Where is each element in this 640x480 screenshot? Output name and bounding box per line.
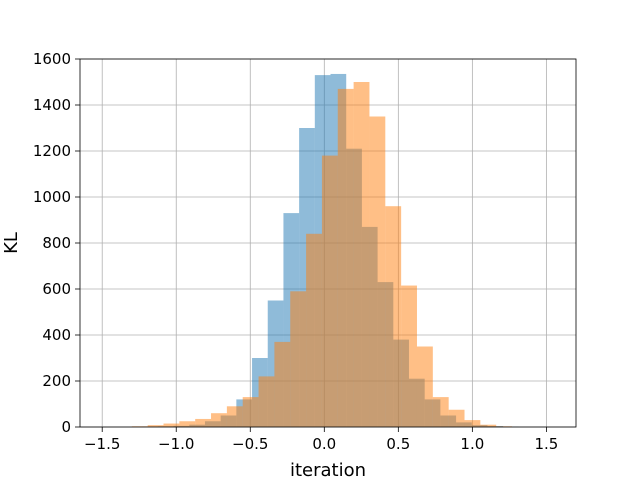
- x-tick-label: −0.5: [232, 435, 268, 453]
- x-axis-ticks: −1.5 −1.0 −0.5 0.0 0.5 1.0 1.5: [84, 427, 558, 453]
- x-tick-label: 0.0: [312, 435, 336, 453]
- histogram-bar-series-2: [416, 346, 433, 427]
- x-axis-label: iteration: [290, 460, 366, 480]
- histogram-bar-series-2: [163, 423, 180, 427]
- x-tick-label: 1.5: [534, 435, 558, 453]
- y-tick-label: 0: [61, 418, 71, 436]
- histogram-bar-series-2: [211, 413, 227, 427]
- y-tick-label: 200: [42, 372, 71, 390]
- histogram-bar-series-2: [258, 376, 275, 427]
- histogram-bar-series-2: [401, 285, 417, 427]
- histogram-bar-series-2: [226, 406, 243, 427]
- y-tick-label: 1600: [33, 50, 71, 68]
- histogram-bar-series-2: [290, 291, 307, 427]
- histogram-bar-series-2: [369, 116, 386, 427]
- histogram-bar-series-2: [195, 418, 212, 427]
- histogram-bar-series-2: [321, 155, 338, 427]
- y-tick-label: 1200: [33, 142, 71, 160]
- x-tick-label: 0.5: [386, 435, 410, 453]
- x-tick-label: −1.5: [84, 435, 120, 453]
- histogram-bar-series-2: [464, 420, 481, 427]
- histogram-bar-series-2: [448, 409, 465, 427]
- histogram-bar-series-2: [147, 425, 164, 427]
- histogram-bar-series-2: [432, 397, 449, 427]
- histogram-bar-series-2: [306, 233, 322, 427]
- histogram-bar-series-2: [480, 424, 497, 427]
- x-tick-label: −1.0: [158, 435, 194, 453]
- y-tick-label: 1000: [33, 188, 71, 206]
- y-tick-label: 1400: [33, 96, 71, 114]
- histogram-bar-series-2: [274, 341, 291, 427]
- histogram-bar-series-2: [337, 88, 354, 428]
- histogram-bar-series-2: [242, 397, 259, 427]
- y-tick-label: 400: [42, 326, 71, 344]
- histogram-bar-series-2: [353, 82, 370, 427]
- y-axis-label: KL: [1, 232, 22, 254]
- x-tick-label: 1.0: [460, 435, 484, 453]
- histogram-bar-series-2: [179, 421, 196, 427]
- histogram-bars: [131, 73, 519, 428]
- y-tick-label: 600: [42, 280, 71, 298]
- histogram-bar-series-2: [385, 206, 402, 427]
- y-tick-label: 800: [42, 234, 71, 252]
- y-axis-ticks: 0 200 400 600 800 1000 1200 1400 1600: [33, 50, 80, 436]
